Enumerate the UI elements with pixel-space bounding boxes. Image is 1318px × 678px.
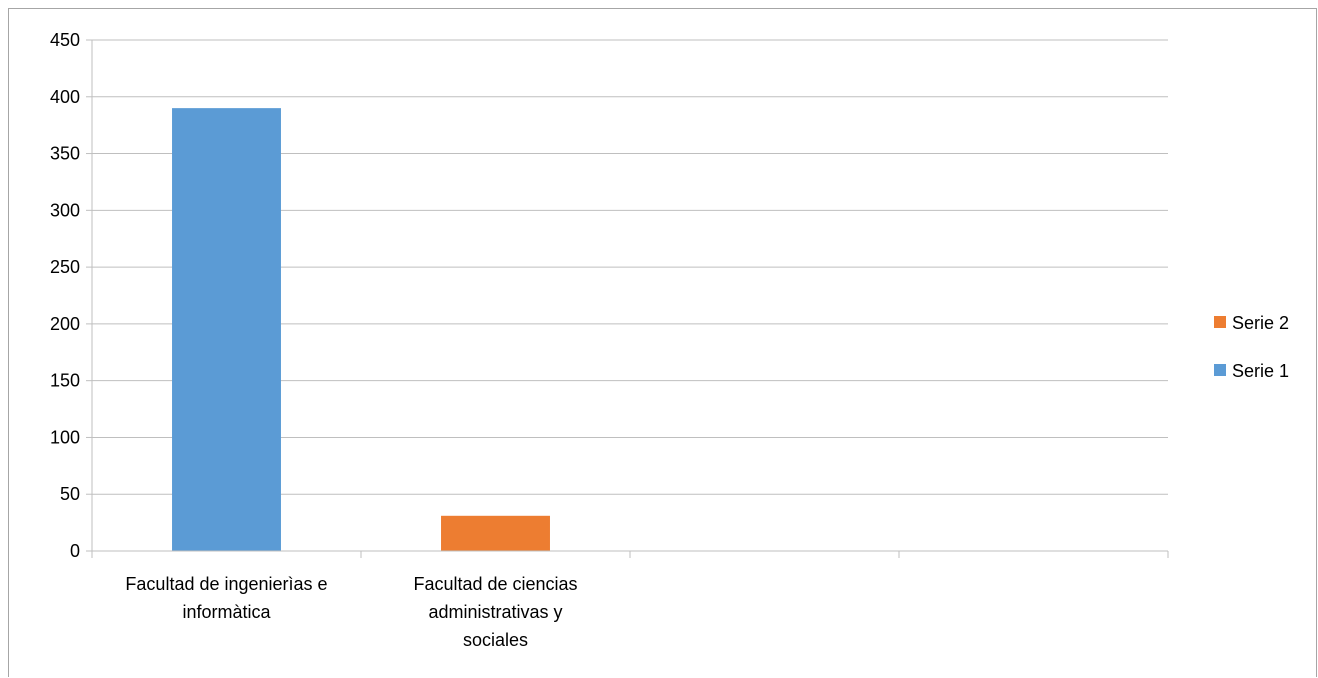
y-tick-label: 300 [50, 200, 80, 220]
y-tick-label: 50 [60, 484, 80, 504]
legend: Serie 2 Serie 1 [1214, 313, 1289, 381]
x-category-label: sociales [463, 630, 528, 650]
y-tick-label: 350 [50, 144, 80, 164]
category-labels: Facultad de ingenierìas e informàtica Facu… [125, 574, 577, 650]
bars [172, 108, 550, 551]
y-tick-label: 200 [50, 314, 80, 334]
x-category-label: informàtica [182, 602, 271, 622]
bar-serie-1 [172, 108, 281, 551]
legend-label: Serie 2 [1232, 313, 1289, 333]
x-category-label: administrativas y [428, 602, 562, 622]
legend-label: Serie 1 [1232, 361, 1289, 381]
y-tick-labels: 0 50 100 150 200 250 300 350 400 450 [50, 30, 80, 561]
bar-serie-2 [441, 515, 550, 551]
y-tick-label: 0 [70, 541, 80, 561]
y-tick-label: 250 [50, 257, 80, 277]
y-tick-label: 100 [50, 427, 80, 447]
y-tick-label: 450 [50, 30, 80, 50]
y-tick-label: 150 [50, 371, 80, 391]
axes [86, 39, 1169, 558]
y-tick-label: 400 [50, 87, 80, 107]
x-category-label: Facultad de ciencias [413, 574, 577, 594]
x-category-label: Facultad de ingenierìas e [125, 574, 327, 594]
legend-swatch [1214, 364, 1226, 376]
legend-swatch [1214, 316, 1226, 328]
